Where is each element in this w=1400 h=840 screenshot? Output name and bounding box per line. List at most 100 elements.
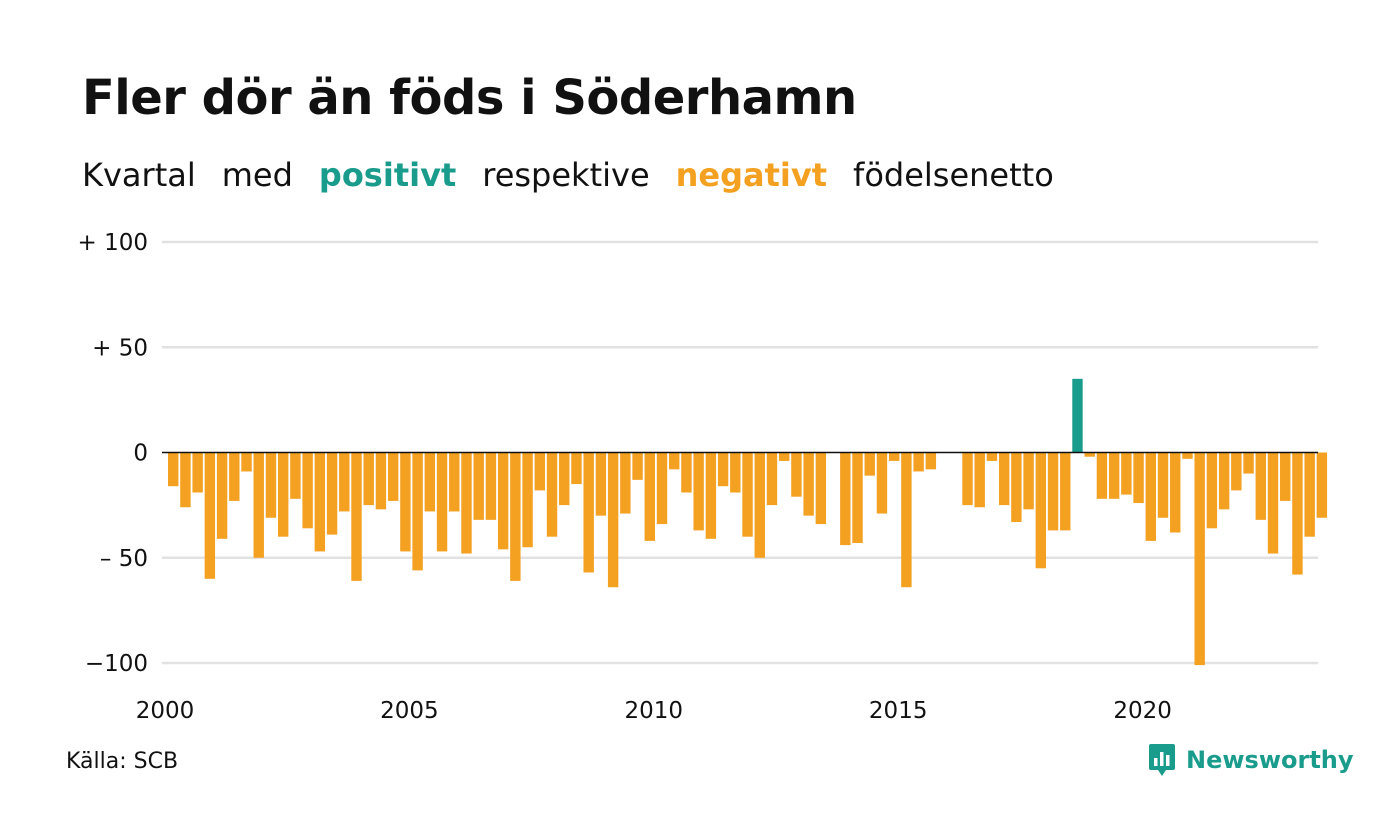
bar <box>168 452 179 487</box>
bar <box>277 452 289 537</box>
bar <box>986 452 998 461</box>
bar <box>1267 452 1279 554</box>
bar <box>962 452 973 506</box>
bar <box>730 452 741 493</box>
bar <box>803 452 814 516</box>
bar <box>1060 452 1071 531</box>
bar <box>461 452 472 554</box>
bar <box>449 452 460 512</box>
bar <box>669 452 680 470</box>
bar <box>241 452 252 472</box>
bar <box>632 452 643 480</box>
bar <box>754 452 765 558</box>
y-tick-label: + 50 <box>92 335 148 361</box>
bar <box>595 452 607 516</box>
x-tick-label: 2000 <box>136 698 195 724</box>
bar <box>314 452 326 552</box>
bar <box>1035 452 1047 569</box>
bar <box>339 452 350 512</box>
bar <box>901 452 912 588</box>
bar <box>229 452 240 501</box>
bar <box>204 452 216 579</box>
bar <box>1194 452 1205 666</box>
bar <box>1121 452 1132 495</box>
bar <box>925 452 937 470</box>
bar <box>400 452 411 552</box>
bar <box>620 452 631 514</box>
bar <box>766 452 778 506</box>
bar <box>705 452 717 539</box>
y-tick-label: – 50 <box>100 546 148 572</box>
bar <box>1304 452 1315 537</box>
subtitle-word: med <box>221 156 293 194</box>
chart-title: Fler dör än föds i Söderhamn <box>82 70 857 126</box>
bar <box>1292 452 1303 575</box>
bar <box>424 452 436 512</box>
bar <box>1047 452 1059 531</box>
brand-name: Newsworthy <box>1186 746 1354 774</box>
legend-negative: negativt <box>675 156 828 194</box>
bar <box>387 452 399 501</box>
bar <box>216 452 228 539</box>
bar <box>1280 452 1291 501</box>
bar <box>497 452 509 550</box>
bar <box>1011 452 1022 522</box>
bar <box>656 452 668 525</box>
bar <box>791 452 802 497</box>
x-tick-label: 2020 <box>1113 698 1172 724</box>
bar <box>192 452 203 493</box>
bar <box>436 452 448 552</box>
x-tick-label: 2010 <box>625 698 684 724</box>
bar <box>815 452 827 525</box>
bar <box>1182 452 1193 459</box>
bar <box>779 452 790 461</box>
legend-positive: positivt <box>318 156 457 194</box>
bar <box>326 452 338 535</box>
y-tick-label: −100 <box>85 651 148 677</box>
subtitle-word: födelsenetto <box>853 156 1054 194</box>
bar <box>1170 452 1181 533</box>
bar <box>1084 452 1095 457</box>
bar <box>1133 452 1144 504</box>
bar <box>571 452 582 485</box>
bar <box>510 452 521 581</box>
brand-logo: Newsworthy <box>1148 743 1354 777</box>
bar <box>1072 378 1083 453</box>
subtitle-word: Kvartal <box>82 156 196 194</box>
bar <box>693 452 704 531</box>
bar <box>1231 452 1242 491</box>
bar <box>473 452 484 520</box>
bar <box>534 452 545 491</box>
bar <box>974 452 985 508</box>
bar <box>253 452 264 558</box>
bar <box>876 452 888 514</box>
x-tick-label: 2015 <box>869 698 928 724</box>
bar <box>864 452 875 476</box>
bar <box>1157 452 1169 518</box>
bar <box>485 452 497 520</box>
bar <box>1145 452 1156 541</box>
chart-subtitle: Kvartal med positivt respektive negativt föde… <box>82 156 1080 194</box>
bar <box>302 452 313 529</box>
bar <box>717 452 729 487</box>
bar <box>1108 452 1120 499</box>
bar <box>1096 452 1108 499</box>
y-tick-label: 0 <box>133 441 148 467</box>
bar <box>583 452 594 573</box>
bar <box>351 452 362 581</box>
bar <box>681 452 692 493</box>
bar <box>1206 452 1218 529</box>
bar <box>607 452 619 588</box>
newsworthy-logo-icon <box>1149 744 1175 776</box>
y-tick-label: + 100 <box>78 230 148 256</box>
bar <box>840 452 851 546</box>
bar <box>852 452 863 544</box>
bar <box>1255 452 1266 520</box>
bar <box>265 452 277 518</box>
bar <box>644 452 655 541</box>
bar <box>913 452 924 472</box>
bar <box>742 452 753 537</box>
bar <box>998 452 1010 506</box>
bar <box>546 452 558 537</box>
